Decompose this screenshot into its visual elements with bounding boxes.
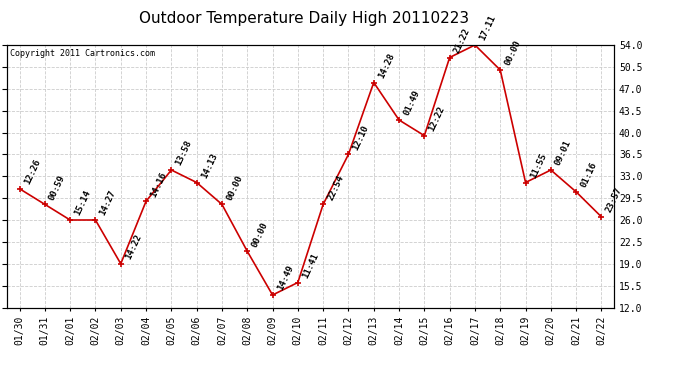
- Text: 21:22: 21:22: [453, 27, 472, 55]
- Text: 17:11: 17:11: [477, 14, 497, 42]
- Text: 12:26: 12:26: [22, 158, 42, 186]
- Text: Outdoor Temperature Daily High 20110223: Outdoor Temperature Daily High 20110223: [139, 11, 469, 26]
- Text: 00:00: 00:00: [503, 39, 522, 67]
- Text: 01:49: 01:49: [402, 89, 422, 117]
- Text: 12:22: 12:22: [427, 105, 446, 133]
- Text: 15:14: 15:14: [73, 189, 92, 217]
- Text: 11:55: 11:55: [529, 152, 548, 180]
- Text: 01:16: 01:16: [579, 161, 598, 189]
- Text: 13:58: 13:58: [174, 139, 194, 167]
- Text: 11:41: 11:41: [301, 252, 320, 280]
- Text: 14:22: 14:22: [124, 233, 143, 261]
- Text: 14:13: 14:13: [199, 152, 219, 180]
- Text: 00:00: 00:00: [225, 173, 244, 202]
- Text: 00:00: 00:00: [250, 220, 270, 249]
- Text: 14:28: 14:28: [377, 51, 396, 80]
- Text: 09:01: 09:01: [553, 139, 573, 167]
- Text: 12:10: 12:10: [351, 123, 371, 152]
- Text: 23:57: 23:57: [604, 186, 624, 214]
- Text: 14:27: 14:27: [98, 189, 118, 217]
- Text: 00:59: 00:59: [48, 173, 67, 202]
- Text: Copyright 2011 Cartronics.com: Copyright 2011 Cartronics.com: [10, 49, 155, 58]
- Text: 14:49: 14:49: [275, 264, 295, 292]
- Text: 22:54: 22:54: [326, 173, 346, 202]
- Text: 14:16: 14:16: [149, 170, 168, 198]
